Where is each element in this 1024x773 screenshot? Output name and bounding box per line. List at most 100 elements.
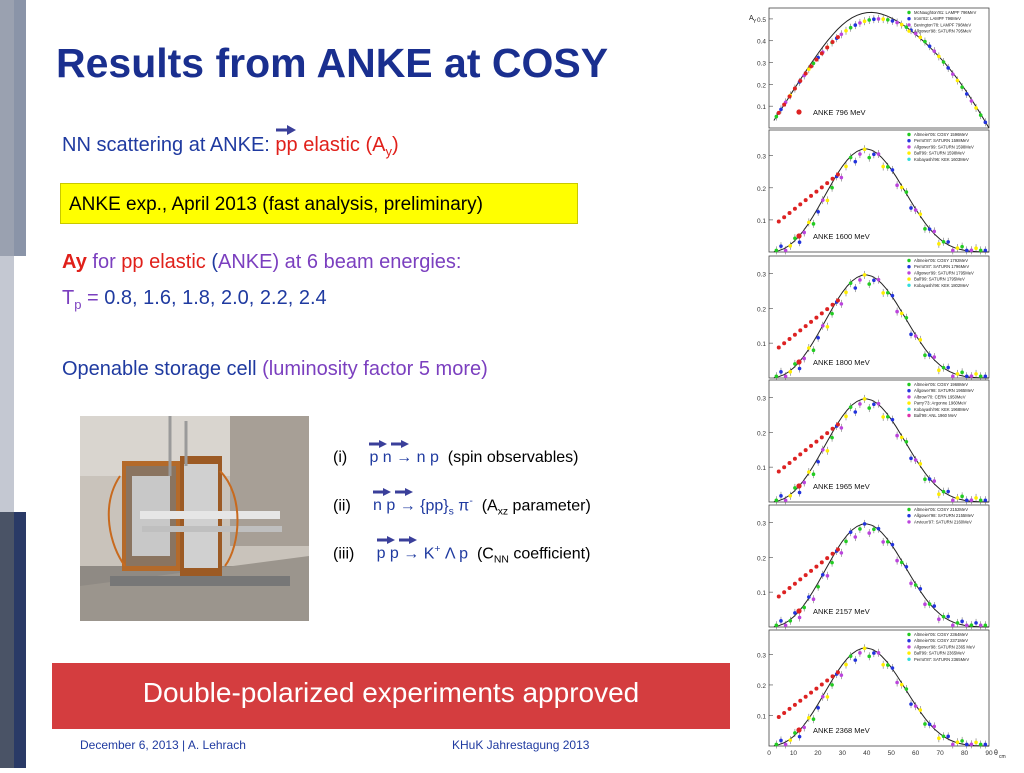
anke-data-point [830, 426, 835, 431]
data-point [783, 742, 788, 747]
reaction-iii-r2: K [423, 545, 435, 563]
legend-entry: Allgower'98: SATURN 2155MeV [914, 513, 974, 518]
data-point [960, 619, 964, 624]
data-point [946, 240, 950, 244]
anke-data-point [809, 64, 814, 69]
data-point [820, 572, 825, 577]
data-point [951, 498, 955, 503]
data-point [895, 183, 899, 188]
x-tick-label: 20 [814, 750, 822, 757]
reaction-arrow-icon: → [403, 545, 420, 563]
y-tick-label: 0.2 [757, 186, 766, 193]
data-point [862, 19, 867, 24]
x-tick-label: 30 [839, 750, 847, 757]
sidebar-stripe-gray-top [0, 0, 14, 256]
anke-data-point [798, 202, 803, 207]
data-point [946, 489, 950, 494]
data-point [983, 498, 988, 503]
data-point [876, 277, 881, 282]
data-point [811, 597, 816, 601]
data-point [774, 374, 779, 379]
anke-data-point [776, 594, 781, 599]
legend-marker [907, 23, 911, 27]
data-point [779, 619, 783, 623]
data-point [779, 244, 783, 248]
data-point [881, 291, 885, 295]
y-tick-label: 0.3 [757, 271, 766, 278]
data-point [904, 687, 909, 691]
data-point [886, 414, 890, 419]
data-point [816, 335, 820, 340]
data-point [844, 290, 848, 295]
tp-eq: = [81, 287, 105, 309]
data-point [881, 662, 885, 667]
anke-data-point [835, 172, 840, 177]
reaction-ii-r1: n p [373, 497, 396, 515]
data-point [909, 702, 913, 706]
tp-t: T [62, 287, 75, 309]
data-point [844, 28, 848, 33]
data-point [830, 560, 834, 565]
data-point [946, 66, 950, 70]
data-point [983, 120, 988, 125]
anke-data-point [819, 682, 824, 687]
legend-entry: Kobayashi'96: KEK 1603MeV [914, 157, 969, 162]
data-point [904, 315, 909, 320]
anke-data-point [787, 706, 792, 711]
data-point [816, 210, 820, 214]
data-point [899, 22, 904, 27]
anke-data-point [819, 185, 824, 190]
data-point [839, 673, 844, 677]
legend-entry: Perrot'87: SATURN 2365MeV [914, 657, 969, 662]
legend-marker [907, 277, 911, 281]
data-point [932, 604, 937, 608]
data-point [978, 498, 983, 503]
data-point [779, 107, 783, 112]
data-point [862, 273, 867, 277]
x-axis-label: θ [994, 750, 998, 757]
data-point [923, 353, 927, 358]
anke-data-point [776, 219, 781, 224]
anke-data-point [830, 302, 835, 307]
data-point [793, 362, 797, 366]
data-point [978, 113, 983, 117]
reaction-arrow-icon: → [399, 497, 416, 515]
reaction-i: (i) p n → n p (spin observables) [333, 440, 578, 467]
legend-entry: Allgower'98: SATURN 2365 MeV [914, 644, 975, 649]
anke-data-point [782, 710, 787, 715]
legend-marker [907, 17, 911, 21]
y-tick-label: 0.2 [757, 683, 766, 690]
legend-entry: Perrot'87: SATURN 1598MeV [914, 138, 969, 143]
data-point [820, 694, 825, 699]
data-point [918, 338, 923, 342]
data-point [923, 602, 927, 607]
legend-entry: Allgower'98: SATURN 1965MeV [914, 388, 974, 393]
legend-entry: Allgower'99: SATURN 1598MeV [914, 144, 974, 149]
data-point [927, 477, 932, 481]
data-point [913, 31, 918, 36]
data-point [783, 498, 788, 503]
legend-marker [907, 29, 911, 33]
panel-label: ANKE 1965 MeV [813, 482, 870, 491]
data-point [890, 293, 895, 298]
legend-entry: Kobayashi'96: KEK 1802MeV [914, 283, 969, 288]
data-point [807, 346, 811, 350]
nn-close: ) [391, 134, 399, 156]
data-point [904, 439, 909, 444]
anke-legend-marker [796, 727, 802, 733]
data-point [983, 623, 988, 628]
x-tick-label: 70 [936, 750, 944, 757]
data-point [807, 470, 811, 474]
data-point [913, 334, 918, 338]
anke-data-point [814, 189, 819, 194]
tp-values: 0.8, 1.6, 1.8, 2.0, 2.2, 2.4 [104, 287, 327, 309]
data-point [811, 717, 816, 722]
pp-polarized: pp [275, 125, 298, 157]
data-point [955, 372, 960, 376]
anke-data-point [782, 465, 787, 470]
legend-entry: Albrow'70: CERN 1950MeV [914, 394, 966, 399]
anke-data-point [825, 678, 830, 683]
data-point [848, 155, 853, 160]
anke-legend-marker [796, 109, 802, 115]
legend-entry: Perrot'87: SATURN 1796MeV [914, 264, 969, 269]
